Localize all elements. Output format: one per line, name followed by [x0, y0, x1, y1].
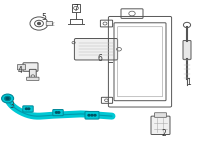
- Circle shape: [38, 22, 40, 25]
- Text: 7: 7: [74, 4, 78, 13]
- Circle shape: [28, 108, 30, 110]
- FancyBboxPatch shape: [154, 113, 167, 117]
- Circle shape: [88, 115, 90, 116]
- Circle shape: [55, 112, 57, 113]
- FancyBboxPatch shape: [29, 69, 36, 78]
- Text: 3: 3: [10, 101, 14, 110]
- FancyBboxPatch shape: [27, 77, 39, 80]
- FancyBboxPatch shape: [46, 21, 53, 26]
- FancyBboxPatch shape: [151, 116, 170, 135]
- Text: 2: 2: [162, 129, 166, 138]
- FancyBboxPatch shape: [17, 65, 26, 70]
- FancyBboxPatch shape: [23, 63, 38, 71]
- Text: 1: 1: [187, 78, 191, 87]
- Circle shape: [2, 94, 14, 103]
- Circle shape: [6, 98, 9, 99]
- FancyBboxPatch shape: [85, 111, 99, 119]
- Circle shape: [25, 108, 27, 110]
- Text: 4: 4: [18, 66, 22, 75]
- FancyBboxPatch shape: [53, 110, 63, 116]
- Circle shape: [58, 112, 60, 113]
- Text: 6: 6: [98, 54, 102, 63]
- Circle shape: [91, 115, 93, 116]
- FancyBboxPatch shape: [23, 106, 33, 112]
- FancyBboxPatch shape: [183, 41, 191, 59]
- Text: 5: 5: [42, 13, 46, 22]
- FancyBboxPatch shape: [74, 39, 118, 60]
- Circle shape: [4, 96, 11, 101]
- Circle shape: [94, 115, 96, 116]
